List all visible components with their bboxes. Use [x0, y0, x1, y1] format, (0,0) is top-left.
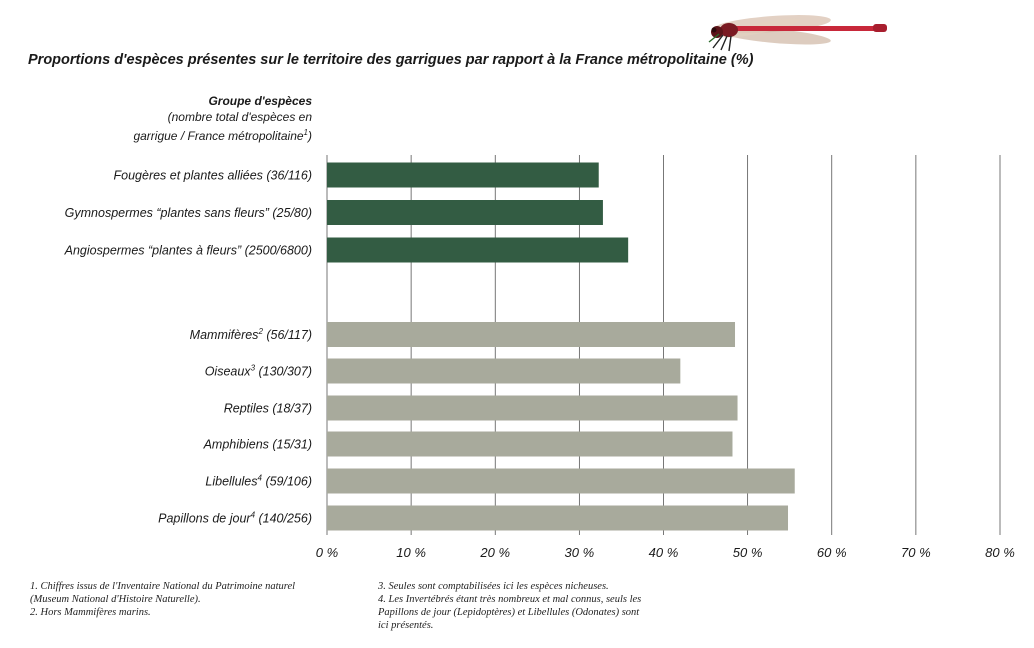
bar — [327, 468, 795, 494]
bar — [327, 162, 599, 188]
bar — [327, 358, 681, 384]
footnote-line: 1. Chiffres issus de l'Inventaire Nation… — [30, 581, 296, 592]
category-label: Fougères et plantes alliées (36/116) — [114, 169, 313, 183]
category-label: Angiospermes “plantes à fleurs” (2500/68… — [64, 244, 312, 258]
footnote-ref: 1 — [303, 128, 308, 137]
footnote-line: 2. Hors Mammifères marins. — [30, 607, 151, 618]
category-label: Oiseaux3 (130/307) — [205, 364, 312, 379]
footnotes-left: 1. Chiffres issus de l'Inventaire Nation… — [30, 580, 350, 619]
x-axis-ticks: 0 % 10 % 20 % 30 % 40 % 50 % 60 % 70 % 80 % — [316, 545, 1015, 560]
category-label: Reptiles (18/37) — [224, 402, 312, 416]
damselfly-illustration — [708, 15, 887, 52]
category-axis-header: Groupe d'espèces (nombre total d'espèces… — [133, 93, 312, 144]
category-axis-subtitle-line1: (nombre total d'espèces en — [167, 110, 312, 124]
footnotes-right: 3. Seules sont comptabilisées ici les es… — [378, 580, 708, 632]
chart-title: Proportions d'espèces présentes sur le t… — [28, 52, 754, 68]
category-axis-subtitle-end: ) — [308, 129, 312, 143]
category-label: Libellules4 (59/106) — [205, 474, 312, 489]
x-tick-label: 70 % — [901, 545, 931, 560]
category-axis-title: Groupe d'espèces — [208, 94, 312, 108]
x-tick-label: 10 % — [396, 545, 426, 560]
bar — [327, 505, 789, 531]
bar — [327, 200, 603, 225]
bar — [327, 237, 629, 263]
footnote-line: 4. Les Invertébrés étant très nombreux e… — [378, 594, 642, 605]
category-label: Amphibiens (15/31) — [203, 438, 312, 452]
x-tick-label: 20 % — [479, 545, 510, 560]
footnote-line: (Museum National d'Histoire Naturelle). — [30, 594, 201, 605]
x-tick-label: 30 % — [565, 545, 595, 560]
category-axis-subtitle-text: garrigue / France métropolitaine — [133, 129, 304, 143]
bar — [327, 431, 733, 457]
x-tick-label: 60 % — [817, 545, 847, 560]
x-tick-label: 40 % — [649, 545, 679, 560]
category-labels: Fougères et plantes alliées (36/116) Gymn… — [64, 169, 312, 526]
x-tick-label: 50 % — [733, 545, 763, 560]
bar — [327, 395, 738, 421]
bars — [327, 162, 795, 531]
bar — [327, 322, 736, 347]
footnote-line: Papillons de jour (Lepidoptères) et Libe… — [378, 607, 640, 618]
x-tick-label: 0 % — [316, 545, 338, 560]
x-tick-label: 80 % — [985, 545, 1015, 560]
category-label: Mammifères2 (56/117) — [190, 327, 312, 342]
category-axis-subtitle-line2: garrigue / France métropolitaine1) — [133, 125, 312, 144]
category-label: Gymnospermes “plantes sans fleurs” (25/8… — [65, 206, 312, 220]
footnote-line: ici présentés. — [378, 620, 434, 631]
footnote-line: 3. Seules sont comptabilisées ici les es… — [378, 581, 609, 592]
category-label: Papillons de jour4 (140/256) — [158, 511, 312, 526]
